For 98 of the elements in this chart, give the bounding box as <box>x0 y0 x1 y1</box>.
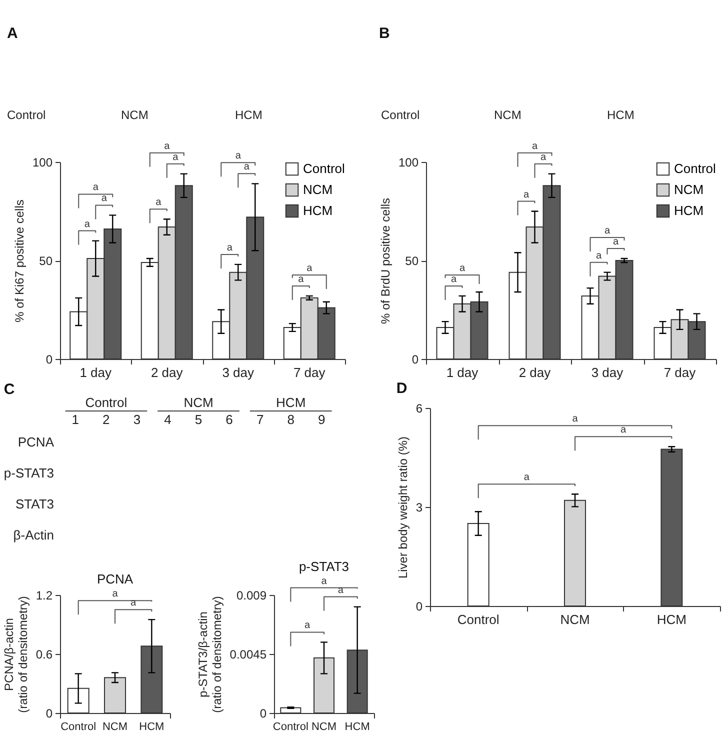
text: NCM <box>184 395 214 410</box>
y-tick-label: β-Actin <box>13 528 54 542</box>
y-tick-label: 0 <box>46 352 53 366</box>
text: HCM <box>607 108 634 122</box>
y-axis-title: p-STAT3/β-actin (ratio of densitometry) <box>196 596 224 713</box>
annotation: a <box>306 262 313 274</box>
y-tick-label: PCNA <box>18 434 54 450</box>
y-tick-label: 0 <box>416 600 423 614</box>
annotation: a <box>226 242 233 254</box>
y-axis-title: % of BrdU positive cells <box>378 198 392 324</box>
annotation: a <box>620 424 627 436</box>
legend-label: Control <box>674 161 716 176</box>
x-tick-label: 3 day <box>222 365 255 380</box>
text: Control <box>381 108 420 122</box>
y-axis-title: Liver body weight ratio (%) <box>396 436 410 579</box>
text: a <box>321 576 328 587</box>
text: a <box>164 140 170 152</box>
chart-title: A <box>7 25 18 42</box>
y-tick-label: 0 <box>260 706 267 720</box>
x-tick-label: 2 day <box>518 365 552 380</box>
annotation: a <box>298 274 304 285</box>
y-tick-label: 100 <box>32 156 53 170</box>
x-tick-label: 4 <box>164 412 172 427</box>
annotation: a <box>612 236 619 248</box>
y-tick-label: 1.2 <box>36 588 53 602</box>
legend-label: HCM <box>303 203 333 218</box>
x-tick-label: 9 <box>318 412 326 427</box>
text: a <box>532 140 538 152</box>
x-tick-label: 7 day <box>664 365 696 380</box>
x-tick-label: 3 <box>133 412 141 427</box>
text: Control <box>7 108 46 122</box>
annotation: a <box>604 226 610 237</box>
y-tick-label: 0.6 <box>36 648 53 662</box>
x-tick-label: 8 <box>287 412 294 427</box>
x-tick-label: 3 day <box>591 365 624 380</box>
annotation: a <box>523 189 530 200</box>
annotation: a <box>84 218 90 230</box>
legend-label: Control <box>303 161 346 176</box>
y-tick-label: 0.009 <box>236 588 267 602</box>
chart-title: p-STAT3 <box>298 558 350 574</box>
x-tick-label: Control <box>60 721 96 733</box>
x-tick-label: HCM <box>139 721 164 733</box>
annotation: a <box>450 274 457 285</box>
annotation: a <box>244 162 250 173</box>
x-tick-label: 5 <box>194 412 202 427</box>
chart-title: B <box>378 25 390 42</box>
annotation: a <box>172 152 179 163</box>
x-tick-label: 2 day <box>150 365 184 380</box>
annotation: a <box>112 588 118 600</box>
y-tick-label: 0 <box>412 352 419 366</box>
text: NCM <box>494 108 522 122</box>
legend-label: HCM <box>674 203 704 218</box>
chart-title: D <box>396 380 408 397</box>
x-tick-label: HCM <box>344 721 370 733</box>
annotation: a <box>338 584 344 596</box>
y-tick-label: STAT3 <box>15 496 54 512</box>
y-tick-label: 6 <box>416 402 423 416</box>
chart-title: PCNA <box>96 572 134 587</box>
chart-title: C <box>4 381 15 398</box>
x-tick-label: 1 <box>72 412 80 427</box>
x-tick-label: Control <box>457 612 500 627</box>
x-tick-label: 1 day <box>446 365 479 380</box>
x-tick-label: 7 <box>256 412 264 427</box>
x-tick-label: Control <box>272 721 308 733</box>
y-tick-label: p-STAT3 <box>4 466 54 480</box>
x-tick-label: 6 <box>226 412 233 427</box>
y-tick-label: 100 <box>398 156 419 170</box>
y-tick-label: 50 <box>39 254 53 268</box>
annotation: a <box>540 152 546 163</box>
x-tick-label: HCM <box>656 612 686 627</box>
x-tick-label: NCM <box>311 721 337 733</box>
legend-label: NCM <box>674 182 704 197</box>
x-tick-label: NCM <box>102 721 128 733</box>
annotation: a <box>304 620 311 632</box>
annotation: a <box>524 472 530 484</box>
text: NCM <box>121 108 148 122</box>
y-tick-label: 0.0045 <box>230 648 267 662</box>
text: HCM <box>276 395 306 410</box>
annotation: a <box>459 262 466 274</box>
y-axis-title: % of Ki67 positive cells <box>12 200 26 322</box>
annotation: a <box>101 193 108 204</box>
legend-label: NCM <box>303 182 333 197</box>
x-tick-label: NCM <box>560 612 590 627</box>
text: Control <box>85 395 128 410</box>
x-tick-label: 1 day <box>80 365 112 380</box>
annotation: a <box>156 197 162 208</box>
annotation: a <box>92 182 99 194</box>
annotation: a <box>596 250 602 262</box>
x-tick-label: 7 day <box>293 365 326 380</box>
annotation: a <box>130 598 137 609</box>
text: a <box>235 150 242 162</box>
y-tick-label: 50 <box>405 254 419 268</box>
annotation: a <box>572 414 578 425</box>
text: HCM <box>235 108 262 122</box>
y-tick-label: 0 <box>46 706 53 720</box>
y-axis-title: PCNA/β-actin (ratio of densitometry) <box>2 596 30 713</box>
y-tick-label: 3 <box>416 500 423 514</box>
x-tick-label: 2 <box>102 412 110 427</box>
